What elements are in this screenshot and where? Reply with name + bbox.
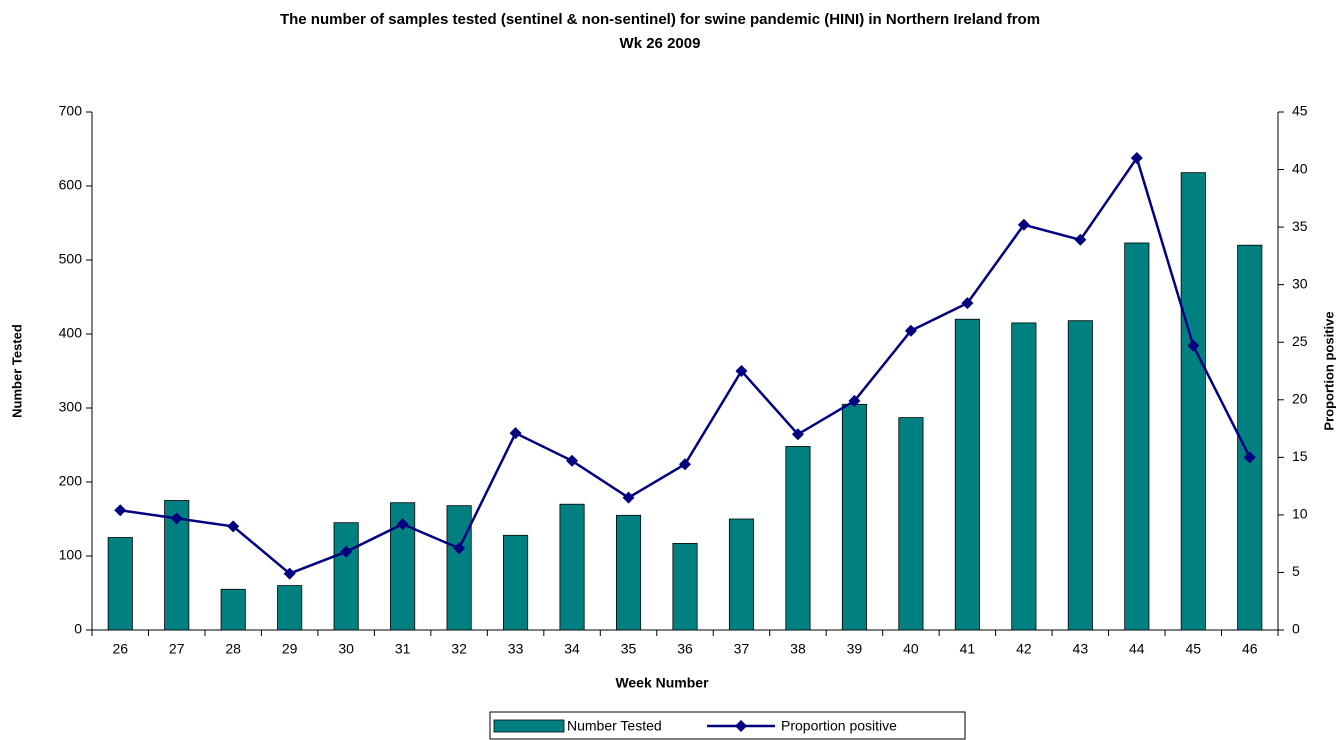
point	[961, 297, 974, 310]
bar	[728, 518, 755, 631]
bar	[559, 503, 585, 631]
y-tick-label: 200	[59, 473, 83, 489]
x-axis-title: Week Number	[615, 675, 709, 691]
bar	[954, 318, 980, 631]
legend-label: Proportion positive	[781, 718, 897, 734]
y-tick-label: 0	[74, 621, 82, 637]
point	[283, 567, 296, 580]
bar	[277, 585, 303, 631]
point	[170, 512, 183, 525]
legend-marker	[735, 720, 747, 732]
y2-tick-label: 15	[1292, 448, 1308, 464]
point	[509, 427, 522, 440]
x-tick-label: 33	[508, 641, 524, 657]
legend-swatch	[493, 719, 565, 733]
y-tick-label: 600	[59, 177, 83, 193]
y-axis-title: Number Tested	[9, 324, 24, 418]
bar	[672, 543, 698, 631]
x-tick-label: 35	[621, 641, 637, 657]
y-tick-label: 400	[59, 325, 83, 341]
x-tick-label: 40	[903, 641, 919, 657]
x-tick-label: 28	[225, 641, 241, 657]
x-tick-label: 43	[1073, 641, 1089, 657]
chart-title: The number of samples tested (sentinel &…	[279, 11, 1041, 52]
bar	[898, 417, 924, 631]
y2-axis-title: Proportion positive	[1321, 311, 1336, 430]
point	[1243, 451, 1256, 464]
point	[1074, 233, 1087, 246]
x-tick-label: 37	[734, 641, 750, 657]
point	[566, 454, 579, 467]
x-tick-label: 27	[169, 641, 185, 657]
point	[1187, 339, 1200, 352]
x-tick-label: 26	[112, 641, 128, 657]
bar	[220, 588, 246, 631]
y2-tick-label: 10	[1292, 506, 1308, 522]
bar	[615, 514, 642, 631]
x-tick-label: 34	[564, 641, 580, 657]
y2-tick-label: 45	[1292, 103, 1308, 119]
y2-tick-label: 25	[1292, 333, 1308, 349]
bar	[446, 505, 472, 631]
point	[227, 520, 240, 533]
point	[622, 491, 635, 504]
bar	[1237, 244, 1263, 631]
y-tick-label: 300	[59, 399, 83, 415]
bar	[1011, 322, 1037, 631]
y2-tick-label: 35	[1292, 218, 1308, 234]
point	[791, 428, 804, 441]
bar	[841, 403, 867, 631]
x-tick-label: 46	[1242, 641, 1258, 657]
x-tick-label: 44	[1129, 641, 1145, 657]
x-tick-label: 45	[1185, 641, 1201, 657]
x-tick-label: 38	[790, 641, 806, 657]
point	[1130, 152, 1143, 165]
point	[904, 324, 917, 337]
point	[396, 518, 409, 531]
point	[114, 504, 127, 517]
x-tick-label: 31	[395, 641, 411, 657]
x-tick-label: 42	[1016, 641, 1032, 657]
y2-tick-label: 0	[1292, 621, 1300, 637]
point	[679, 458, 691, 471]
y2-tick-label: 30	[1292, 275, 1308, 291]
bar	[1180, 172, 1206, 631]
bar	[503, 534, 529, 631]
point	[735, 365, 748, 377]
point	[848, 394, 861, 407]
point	[453, 542, 466, 555]
bar	[1067, 320, 1093, 631]
x-tick-label: 39	[847, 641, 863, 657]
bar	[333, 522, 359, 631]
point	[340, 545, 353, 558]
y-tick-label: 100	[59, 547, 83, 563]
y-tick-label: 700	[59, 103, 83, 119]
y2-tick-label: 5	[1292, 563, 1300, 579]
bar	[785, 446, 811, 631]
y2-tick-label: 40	[1292, 160, 1308, 176]
bar	[1124, 242, 1150, 631]
bar	[107, 537, 133, 631]
y2-tick-label: 20	[1292, 390, 1308, 406]
x-tick-label: 29	[282, 641, 298, 657]
legend-label: Number Tested	[567, 718, 662, 734]
x-tick-label: 32	[451, 641, 467, 657]
x-tick-label: 30	[338, 641, 354, 657]
x-tick-label: 36	[677, 641, 693, 657]
y-tick-label: 500	[59, 251, 83, 267]
x-tick-label: 41	[960, 641, 976, 657]
point	[1017, 218, 1030, 231]
